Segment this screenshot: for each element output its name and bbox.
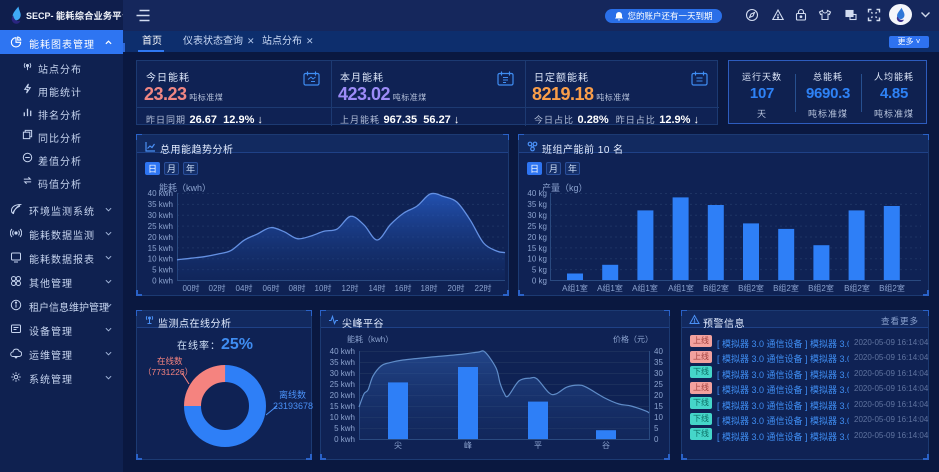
svg-text:18时: 18时	[421, 283, 438, 293]
svg-text:0 kwh: 0 kwh	[334, 435, 355, 444]
svg-text:10: 10	[654, 413, 663, 422]
svg-text:A组1室: A组1室	[668, 283, 694, 293]
svg-text:12时: 12时	[342, 283, 359, 293]
svg-text:14时: 14时	[369, 283, 386, 293]
svg-text:A组1室: A组1室	[562, 283, 588, 293]
svg-text:0: 0	[654, 435, 659, 444]
svg-text:35: 35	[654, 358, 663, 367]
svg-text:06时: 06时	[263, 283, 280, 293]
svg-text:（7731226）: （7731226）	[143, 367, 193, 377]
svg-text:25 kwh: 25 kwh	[330, 380, 355, 389]
svg-text:00时: 00时	[183, 283, 200, 293]
svg-text:15 kwh: 15 kwh	[330, 402, 355, 411]
svg-text:04时: 04时	[236, 283, 253, 293]
svg-text:0 kwh: 0 kwh	[152, 277, 173, 286]
svg-text:B组2室: B组2室	[808, 283, 834, 293]
svg-text:B组2室: B组2室	[844, 283, 870, 293]
svg-text:20 kwh: 20 kwh	[330, 391, 355, 400]
svg-text:30 kwh: 30 kwh	[148, 211, 173, 220]
svg-text:5 kg: 5 kg	[532, 266, 547, 275]
svg-text:峰: 峰	[464, 440, 472, 450]
svg-text:10 kg: 10 kg	[527, 255, 547, 264]
svg-text:5 kwh: 5 kwh	[152, 266, 173, 275]
svg-text:谷: 谷	[602, 441, 610, 450]
svg-text:25: 25	[654, 380, 663, 389]
svg-text:20: 20	[654, 391, 663, 400]
svg-text:40 kg: 40 kg	[527, 189, 547, 198]
svg-text:08时: 08时	[289, 283, 306, 293]
svg-text:22时: 22时	[475, 283, 492, 293]
svg-text:A组1室: A组1室	[632, 283, 658, 293]
svg-text:40: 40	[654, 347, 663, 356]
svg-text:B组2室: B组2室	[738, 283, 764, 293]
svg-text:25 kwh: 25 kwh	[148, 222, 173, 231]
svg-text:25 kg: 25 kg	[527, 222, 547, 231]
svg-text:离线数: 离线数	[279, 389, 306, 400]
svg-text:30 kg: 30 kg	[527, 211, 547, 220]
svg-text:20 kwh: 20 kwh	[148, 233, 173, 242]
svg-text:20时: 20时	[448, 283, 465, 293]
svg-text:15 kg: 15 kg	[527, 244, 547, 253]
svg-text:5 kwh: 5 kwh	[334, 424, 355, 433]
svg-text:20 kg: 20 kg	[527, 233, 547, 242]
svg-text:尖: 尖	[394, 440, 402, 450]
svg-text:30 kwh: 30 kwh	[330, 369, 355, 378]
svg-text:02时: 02时	[209, 283, 226, 293]
svg-text:40 kwh: 40 kwh	[330, 347, 355, 356]
svg-text:35 kwh: 35 kwh	[148, 200, 173, 209]
svg-text:30: 30	[654, 369, 663, 378]
svg-text:B组2室: B组2室	[703, 283, 729, 293]
svg-text:0 kg: 0 kg	[532, 277, 547, 286]
svg-text:平: 平	[534, 441, 542, 450]
svg-text:23193678: 23193678	[273, 401, 313, 411]
svg-text:40 kwh: 40 kwh	[148, 189, 173, 198]
svg-text:B组2室: B组2室	[773, 283, 799, 293]
svg-text:10时: 10时	[315, 283, 332, 293]
svg-text:在线数: 在线数	[157, 356, 183, 366]
svg-text:16时: 16时	[395, 283, 412, 293]
svg-text:A组1室: A组1室	[597, 283, 623, 293]
svg-text:35 kwh: 35 kwh	[330, 358, 355, 367]
svg-text:5: 5	[654, 424, 659, 433]
svg-text:能耗（kwh）: 能耗（kwh）	[347, 334, 393, 344]
svg-text:15 kwh: 15 kwh	[148, 244, 173, 253]
svg-text:10 kwh: 10 kwh	[330, 413, 355, 422]
svg-text:B组2室: B组2室	[879, 283, 905, 293]
svg-text:10 kwh: 10 kwh	[148, 255, 173, 264]
svg-text:价格（元）: 价格（元）	[613, 334, 653, 344]
svg-text:15: 15	[654, 402, 663, 411]
svg-text:35 kg: 35 kg	[527, 200, 547, 209]
